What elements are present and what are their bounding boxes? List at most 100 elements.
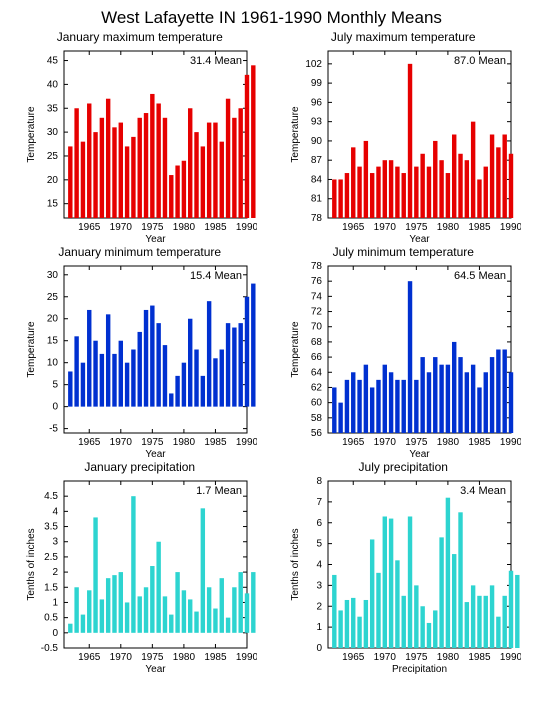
y-tick-label: 84 bbox=[311, 174, 323, 185]
chart-title: July minimum temperature bbox=[272, 245, 536, 259]
bar bbox=[509, 571, 513, 648]
bar bbox=[357, 167, 361, 218]
bar bbox=[420, 154, 424, 218]
y-axis-label: Temperature bbox=[26, 321, 37, 378]
y-tick-label: 4 bbox=[53, 506, 59, 517]
y-tick-label: -5 bbox=[49, 424, 58, 435]
x-tick-label: 1985 bbox=[205, 437, 228, 448]
bar bbox=[169, 175, 173, 218]
bar bbox=[119, 341, 123, 407]
x-axis-label: Year bbox=[409, 234, 430, 245]
y-tick-label: -0.5 bbox=[41, 643, 59, 654]
bar bbox=[414, 380, 418, 433]
bar bbox=[169, 393, 173, 406]
bar bbox=[75, 587, 79, 633]
bar bbox=[452, 342, 456, 433]
y-tick-label: 20 bbox=[47, 314, 59, 325]
bar bbox=[144, 587, 148, 633]
x-tick-label: 1970 bbox=[373, 437, 396, 448]
y-tick-label: 3.5 bbox=[44, 522, 58, 533]
x-tick-label: 1980 bbox=[437, 437, 460, 448]
bar bbox=[232, 328, 236, 407]
bar bbox=[395, 167, 399, 218]
y-tick-label: 5 bbox=[53, 380, 59, 391]
bar bbox=[87, 103, 91, 218]
bar bbox=[464, 602, 468, 648]
y-tick-label: 0.5 bbox=[44, 613, 58, 624]
bar bbox=[239, 108, 243, 218]
bar bbox=[376, 167, 380, 218]
bar bbox=[94, 517, 98, 632]
x-tick-label: 1980 bbox=[173, 437, 196, 448]
mean-label: 64.5 Mean bbox=[454, 270, 506, 282]
y-tick-label: 74 bbox=[311, 291, 323, 302]
x-tick-label: 1975 bbox=[141, 222, 164, 233]
y-axis-label: Temperature bbox=[26, 106, 37, 163]
bar bbox=[87, 310, 91, 407]
bar bbox=[477, 596, 481, 648]
x-tick-label: 1965 bbox=[78, 222, 101, 233]
x-tick-label: 1985 bbox=[468, 652, 491, 663]
y-axis-label: Temperature bbox=[290, 106, 301, 163]
bar bbox=[395, 560, 399, 648]
bar bbox=[239, 323, 243, 407]
y-tick-label: 56 bbox=[311, 428, 323, 439]
bar bbox=[509, 372, 513, 433]
y-tick-label: 0 bbox=[53, 402, 59, 413]
bar bbox=[389, 519, 393, 648]
y-tick-label: 62 bbox=[311, 382, 323, 393]
bar bbox=[414, 585, 418, 648]
y-tick-label: 30 bbox=[47, 127, 59, 138]
y-tick-label: 0 bbox=[53, 628, 59, 639]
y-tick-label: 10 bbox=[47, 358, 59, 369]
bar bbox=[509, 154, 513, 218]
bar bbox=[68, 624, 72, 633]
chart-title: January maximum temperature bbox=[8, 30, 272, 44]
bar bbox=[131, 137, 135, 218]
bar bbox=[100, 599, 104, 632]
chart-cell: July maximum temperature7881848790939699… bbox=[272, 30, 536, 245]
bar bbox=[163, 596, 167, 632]
chart-title: July maximum temperature bbox=[272, 30, 536, 44]
chart-title: January precipitation bbox=[8, 460, 272, 474]
bar bbox=[370, 173, 374, 218]
bar bbox=[176, 376, 180, 407]
bar bbox=[150, 94, 154, 218]
bar bbox=[439, 537, 443, 648]
bar bbox=[382, 516, 386, 648]
bar bbox=[458, 154, 462, 218]
bar bbox=[157, 542, 161, 633]
bar bbox=[490, 135, 494, 219]
bar bbox=[471, 122, 475, 218]
bar bbox=[344, 173, 348, 218]
y-tick-label: 2.5 bbox=[44, 552, 58, 563]
y-tick-label: 99 bbox=[311, 78, 323, 89]
bar bbox=[182, 590, 186, 633]
bar bbox=[157, 103, 161, 218]
chart-svg: 5658606264666870727476781965197019751980… bbox=[286, 261, 521, 461]
bar bbox=[496, 147, 500, 218]
bar bbox=[389, 160, 393, 218]
x-tick-label: 1965 bbox=[342, 222, 365, 233]
bar bbox=[408, 64, 412, 218]
bar bbox=[226, 323, 230, 407]
x-tick-label: 1980 bbox=[173, 222, 196, 233]
y-tick-label: 76 bbox=[311, 276, 323, 287]
bar bbox=[427, 623, 431, 648]
y-tick-label: 6 bbox=[316, 518, 322, 529]
y-tick-label: 0 bbox=[316, 643, 322, 654]
y-axis-label: Temperature bbox=[290, 321, 301, 378]
chart-cell: July minimum temperature5658606264666870… bbox=[272, 245, 536, 460]
bar bbox=[138, 118, 142, 218]
chart-title: January minimum temperature bbox=[8, 245, 272, 259]
bar bbox=[420, 606, 424, 648]
bar bbox=[245, 593, 249, 632]
bar bbox=[452, 135, 456, 219]
x-tick-label: 1990 bbox=[236, 652, 257, 663]
bar bbox=[490, 585, 494, 648]
y-axis-label: Tenths of inches bbox=[290, 528, 301, 600]
y-tick-label: 20 bbox=[47, 175, 59, 186]
bar bbox=[201, 508, 205, 632]
bar bbox=[458, 357, 462, 433]
bar bbox=[427, 372, 431, 433]
